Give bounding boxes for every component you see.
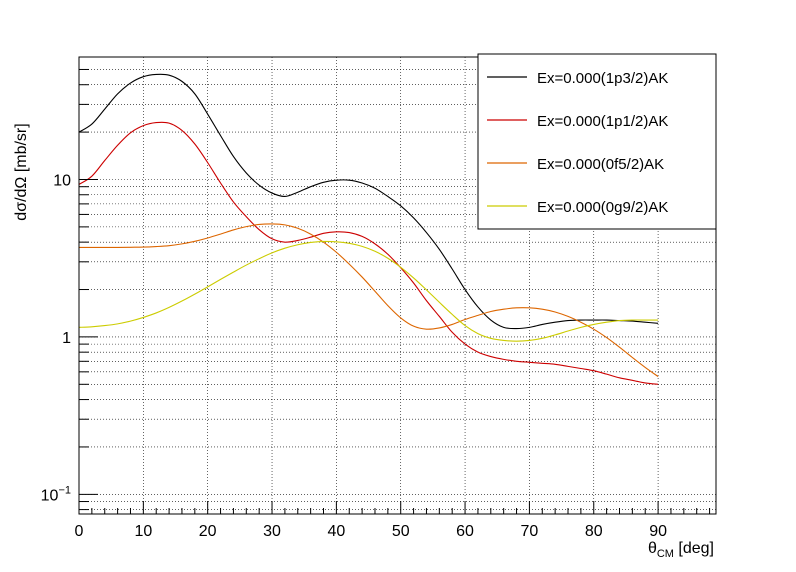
x-tick-label: 20	[199, 523, 217, 540]
x-tick-label: 30	[263, 523, 281, 540]
legend-box	[477, 53, 717, 230]
grid	[78, 56, 716, 514]
legend-label-1: Ex=0.000(1p3/2)AK	[537, 70, 668, 87]
x-tick-label: 50	[392, 523, 410, 540]
x-tick-label: 80	[585, 523, 603, 540]
x-tick-label: 60	[456, 523, 474, 540]
x-tick-label: 70	[521, 523, 539, 540]
y-tick-label: 1	[62, 330, 71, 347]
x-tick-label: 40	[327, 523, 345, 540]
axis-ticks	[78, 56, 711, 514]
legend-label-2: Ex=0.000(1p1/2)AK	[537, 113, 668, 130]
x-axis-title: θCM [deg]	[648, 540, 714, 560]
legend-label-3: Ex=0.000(0f5/2)AK	[537, 156, 664, 173]
series-line-3	[78, 223, 659, 377]
x-tick-label: 90	[649, 523, 667, 540]
x-tick-label: 0	[75, 523, 84, 540]
y-tick-label: 10−1	[41, 484, 71, 504]
x-tick-label: 10	[134, 523, 152, 540]
plot-frame	[78, 56, 717, 515]
series-line-4	[78, 240, 659, 342]
tick-labels: 0 10 20 30 40 50 60 70 80 90 10−1 1 10	[41, 172, 667, 540]
y-tick-label: 10	[53, 172, 71, 189]
y-axis-title: dσ/dΩ [mb/sr]	[13, 123, 30, 220]
legend: Ex=0.000(1p3/2)AK Ex=0.000(1p1/2)AK Ex=0.0…	[477, 53, 717, 230]
series-line-1	[78, 73, 659, 330]
series-line-2	[78, 121, 659, 385]
series-layer	[78, 73, 659, 385]
legend-label-4: Ex=0.000(0g9/2)AK	[537, 199, 668, 216]
